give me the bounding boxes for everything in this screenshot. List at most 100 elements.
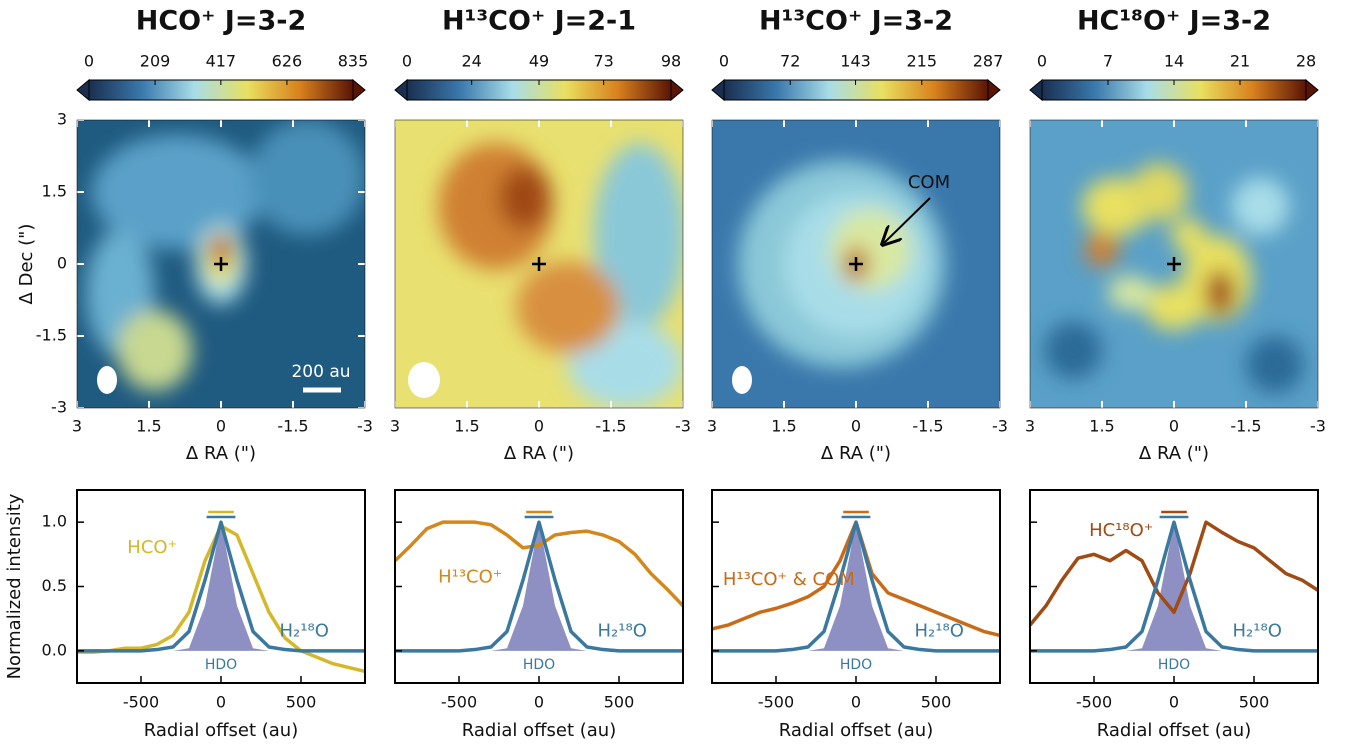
- x-tick-label: -3: [357, 417, 373, 436]
- x-tick-label: 3: [390, 417, 400, 436]
- series-label: HC¹⁸O⁺: [1089, 520, 1153, 541]
- emission-blob: [1044, 322, 1102, 380]
- x-axis-label: Δ RA ("): [504, 443, 574, 464]
- plot-area: [77, 522, 365, 671]
- x-tick-label: 0: [216, 417, 226, 436]
- figure: HCO⁺ J=3-2 0 209 417 626 835 3 1.5 0 -1.5 -3 -3 -1.5…: [0, 0, 1353, 750]
- x-tick-label: -500: [758, 693, 794, 712]
- x-tick-label: 3: [707, 417, 717, 436]
- colorbar-tick-label: 0: [84, 52, 94, 71]
- x-tick-label: 500: [921, 693, 952, 712]
- colorbar-extend: [77, 80, 89, 100]
- y-tick-label: -3: [51, 398, 67, 417]
- x-tick-label: -500: [1076, 693, 1112, 712]
- colorbar-tick-label: 143: [840, 52, 871, 71]
- colorbar-tick-label: 14: [1164, 52, 1184, 71]
- emission-blob: [1171, 218, 1206, 253]
- colorbar-tick-label: 626: [272, 52, 303, 71]
- emission-blob: [117, 310, 192, 391]
- colorbar-extend: [395, 80, 407, 100]
- y-axis-label: Δ Dec ("): [16, 224, 37, 305]
- series-label: H₂¹⁸O: [280, 621, 329, 642]
- x-tick-label: -1.5: [595, 417, 626, 436]
- y-tick-label: 0.0: [42, 640, 67, 659]
- x-tick-label: -500: [123, 693, 159, 712]
- x-axis-label: Δ RA ("): [186, 443, 256, 464]
- x-tick-label: 1.5: [771, 417, 796, 436]
- x-tick-label: -3: [675, 417, 691, 436]
- colorbar-tick-label: 49: [529, 52, 549, 71]
- colorbar-tick-label: 0: [402, 52, 412, 71]
- series-label: H¹³CO⁺: [438, 566, 502, 587]
- y-tick-label: 3: [57, 110, 67, 129]
- emission-blob: [830, 209, 911, 290]
- x-axis-label: Δ RA ("): [1139, 443, 1209, 464]
- x-tick-label: 1.5: [136, 417, 161, 436]
- x-tick-label: 0: [851, 693, 861, 712]
- panel-title: HCO⁺ J=3-2: [136, 6, 306, 37]
- emission-blob: [1246, 336, 1304, 394]
- colorbar-extend: [671, 80, 683, 100]
- x-axis-label: Radial offset (au): [144, 720, 298, 741]
- x-tick-label: 0: [1169, 693, 1179, 712]
- colorbar-tick-label: 73: [593, 52, 613, 71]
- x-tick-label: 0: [534, 693, 544, 712]
- y-tick-label: 0.5: [42, 576, 67, 595]
- x-axis-label: Radial offset (au): [1097, 720, 1251, 741]
- panel-title: H¹³CO⁺ J=3-2: [759, 6, 953, 37]
- series-label: HDO: [1158, 657, 1190, 673]
- x-tick-label: 3: [1025, 417, 1035, 436]
- emission-blob: [250, 120, 365, 235]
- annotation: COM: [908, 172, 950, 193]
- x-tick-label: 500: [604, 693, 635, 712]
- x-tick-label: 1.5: [454, 417, 479, 436]
- beam: [97, 366, 117, 394]
- emission-blob: [1145, 284, 1203, 330]
- series-label: HDO: [523, 657, 555, 673]
- x-tick-label: -1.5: [912, 417, 943, 436]
- x-tick-label: 0: [216, 693, 226, 712]
- y-tick-label: 0: [57, 254, 67, 273]
- emission-blob: [1206, 270, 1235, 316]
- series-label: HCO⁺: [127, 537, 177, 558]
- y-axis-label: Normalized intensity: [4, 493, 25, 679]
- x-tick-label: -500: [441, 693, 477, 712]
- series-label: HDO: [205, 657, 237, 673]
- colorbar-tick-label: 417: [206, 52, 237, 71]
- colorbar-extend: [1030, 80, 1042, 100]
- colorbar-tick-label: 0: [1037, 52, 1047, 71]
- series-label: HDO: [840, 657, 872, 673]
- series-label: H₂¹⁸O: [598, 621, 647, 642]
- x-tick-label: 0: [1169, 417, 1179, 436]
- colorbar-tick-label: 21: [1230, 52, 1250, 71]
- x-axis-label: Δ RA ("): [821, 443, 891, 464]
- series-label: H₂¹⁸O: [1233, 621, 1282, 642]
- emission-blob: [1232, 178, 1290, 236]
- colorbar-tick-label: 98: [661, 52, 681, 71]
- colorbar-tick-label: 72: [780, 52, 800, 71]
- y-tick-label: -1.5: [36, 326, 67, 345]
- series-label: H¹³CO⁺ & COM: [723, 569, 855, 590]
- colorbar-extend: [1306, 80, 1318, 100]
- x-axis-label: Radial offset (au): [779, 720, 933, 741]
- panel-title: HC¹⁸O⁺ J=3-2: [1077, 6, 1271, 37]
- beam: [732, 366, 752, 394]
- x-tick-label: 3: [72, 417, 82, 436]
- emission-blob: [1108, 276, 1154, 311]
- x-tick-label: -3: [1310, 417, 1326, 436]
- colorbar-extend: [712, 80, 724, 100]
- colorbar-extend: [353, 80, 365, 100]
- colorbar-tick-label: 24: [461, 52, 481, 71]
- emission-blob: [1131, 163, 1189, 221]
- colorbar-tick-label: 209: [140, 52, 171, 71]
- colorbar-tick-label: 835: [338, 52, 369, 71]
- x-tick-label: 500: [286, 693, 317, 712]
- x-tick-label: 0: [851, 417, 861, 436]
- x-tick-label: 500: [1239, 693, 1270, 712]
- x-tick-label: 0: [534, 417, 544, 436]
- emission-blob: [499, 166, 551, 229]
- x-tick-label: -3: [992, 417, 1008, 436]
- panel-title: H¹³CO⁺ J=2-1: [442, 6, 636, 37]
- colorbar-tick-label: 287: [973, 52, 1004, 71]
- x-axis-label: Radial offset (au): [462, 720, 616, 741]
